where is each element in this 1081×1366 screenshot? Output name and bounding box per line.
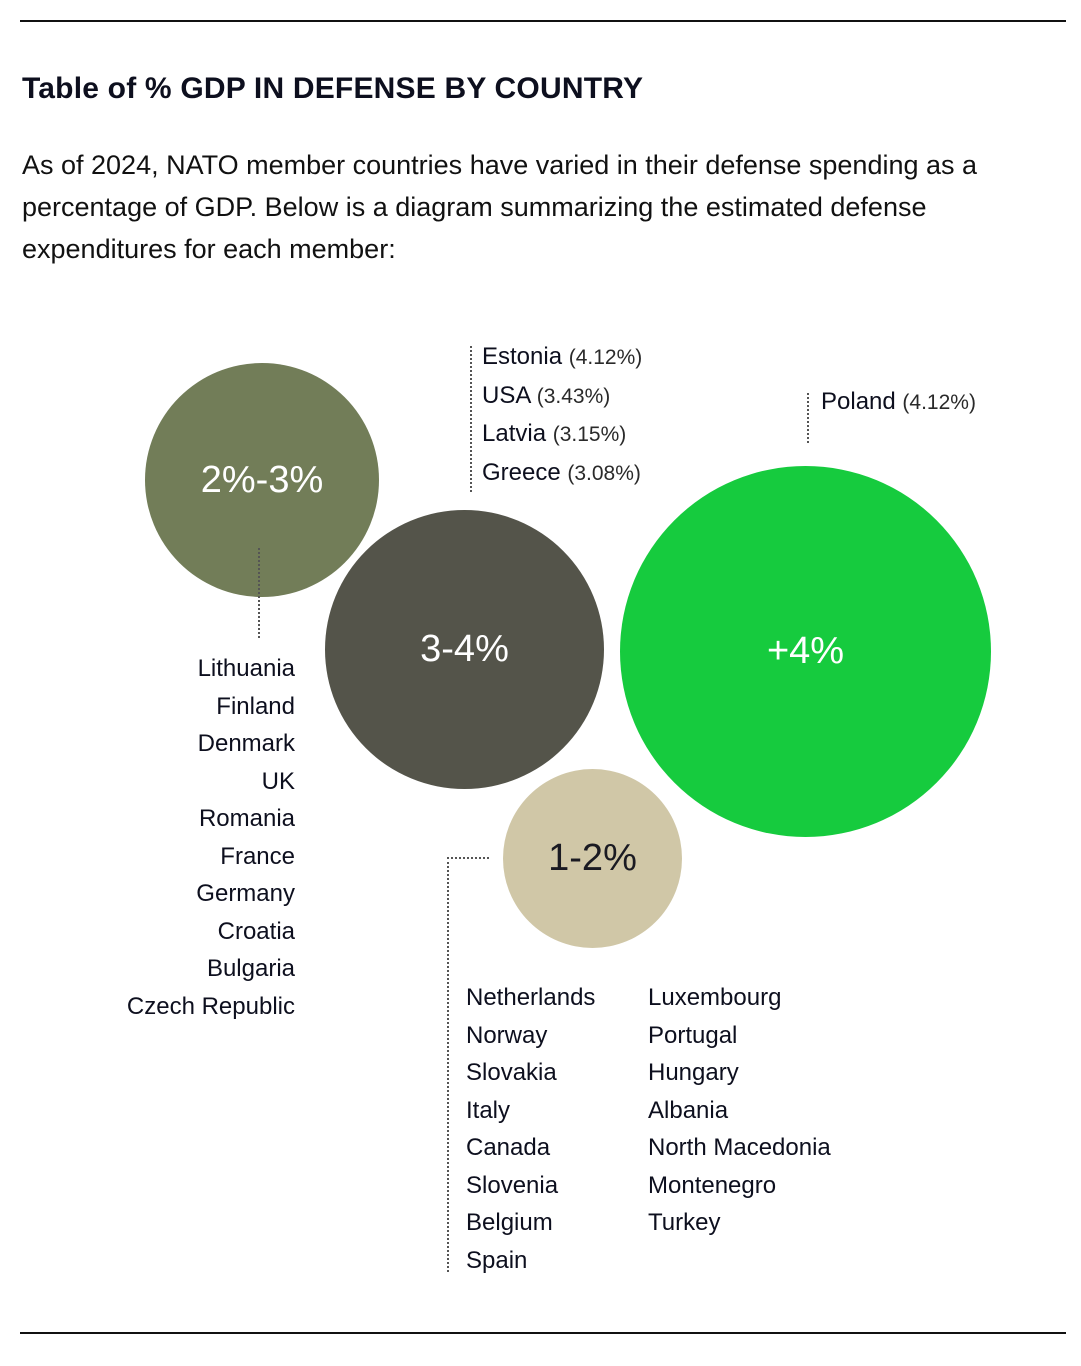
bubble-1-2-percent: 1-2% (503, 769, 682, 948)
list-item: Luxembourg (648, 984, 782, 1011)
country-name: Greece (482, 458, 561, 486)
list-item: Croatia (217, 917, 295, 945)
list-1-2-countries-col2: Luxembourg Portugal Hungary Albania Nort… (648, 979, 831, 1242)
list-item: Belgium (466, 1209, 553, 1236)
list-item: North Macedonia (648, 1134, 831, 1161)
top-rule (20, 20, 1066, 22)
bubble-4-plus-label: +4% (766, 630, 845, 672)
country-percent: (4.12%) (902, 391, 976, 414)
leader-4-plus (807, 393, 809, 443)
country-percent: (3.43%) (536, 384, 611, 408)
list-item: Canada (466, 1134, 551, 1161)
list-item: Estonia (4.12%) (482, 338, 642, 377)
list-item: Hungary (648, 1059, 739, 1086)
list-item: Denmark (197, 730, 295, 757)
list-item: Albania (648, 1096, 729, 1124)
bubble-3-4-label: 3-4% (420, 628, 509, 670)
list-item: Montenegro (648, 1171, 777, 1199)
list-item: Slovakia (466, 1059, 557, 1086)
leader-1-2-vertical (447, 857, 449, 1272)
list-2-3-countries: Lithuania Finland Denmark UK Romania Fra… (60, 650, 295, 1025)
country-name: Latvia (482, 420, 547, 447)
list-item: Germany (196, 880, 295, 907)
country-name: USA (482, 381, 531, 409)
country-percent: (4.12%) (568, 346, 643, 369)
list-item: Greece (3.08%) (482, 454, 642, 493)
country-percent: (3.15%) (552, 423, 627, 446)
list-item: Norway (466, 1021, 548, 1049)
bubble-2-3-percent: 2%-3% (145, 363, 379, 597)
list-1-2-countries-col1: Netherlands Norway Slovakia Italy Canada… (466, 979, 595, 1279)
list-item: Italy (466, 1096, 511, 1124)
list-item: Romania (198, 805, 295, 832)
bubble-3-4-percent: 3-4% (325, 510, 604, 789)
bubble-4-plus-percent: +4% (620, 466, 991, 837)
bottom-rule (20, 1332, 1066, 1334)
list-item: Bulgaria (206, 955, 295, 982)
list-item: USA (3.43%) (482, 377, 642, 416)
list-item: Finland (216, 692, 295, 720)
country-percent: (3.08%) (567, 461, 641, 485)
list-item: Netherlands (466, 984, 596, 1011)
list-3-4-countries: Estonia (4.12%) USA (3.43%) Latvia (3.15… (482, 338, 642, 492)
list-item: UK (261, 767, 295, 795)
list-item: Poland (4.12%) (821, 383, 976, 422)
list-item: Spain (466, 1246, 528, 1274)
list-item: Latvia (3.15%) (482, 415, 642, 454)
list-4-plus-countries: Poland (4.12%) (821, 383, 976, 422)
leader-1-2-horizontal (447, 857, 489, 859)
intro-text: As of 2024, NATO member countries have v… (22, 150, 978, 264)
list-item: Portugal (648, 1021, 738, 1049)
list-item: Slovenia (466, 1171, 559, 1199)
bubble-2-3-label: 2%-3% (200, 458, 324, 501)
list-item: Czech Republic (126, 992, 295, 1020)
leader-3-4 (470, 346, 472, 492)
list-item: Lithuania (197, 655, 295, 682)
country-name: Estonia (482, 343, 563, 370)
leader-2-3 (258, 548, 260, 638)
country-name: Poland (821, 388, 896, 415)
list-item: France (220, 842, 295, 870)
page-title: Table of % GDP IN DEFENSE BY COUNTRY (22, 72, 644, 105)
list-item: Turkey (648, 1209, 721, 1236)
bubble-1-2-label: 1-2% (548, 837, 637, 879)
